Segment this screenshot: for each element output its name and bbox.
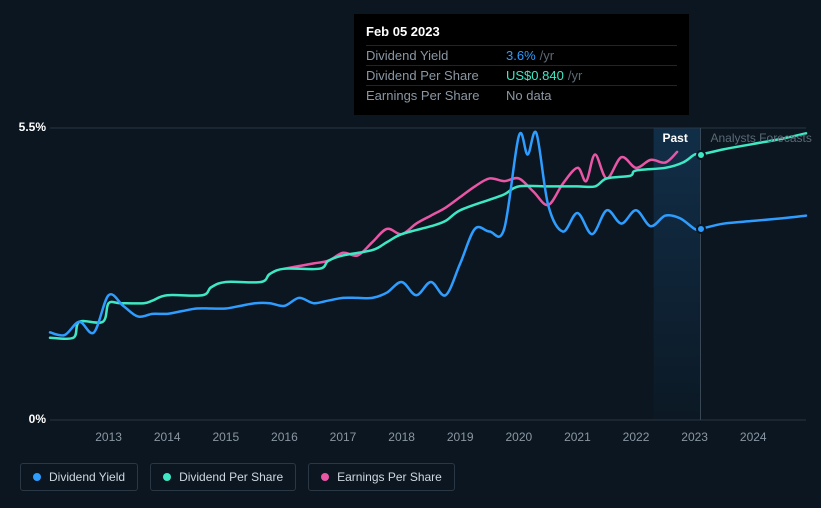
x-axis-tick: 2021: [564, 430, 591, 444]
tooltip-row-value: US$0.840: [506, 68, 564, 83]
past-label: Past: [663, 131, 688, 145]
legend-dot-icon: [321, 473, 329, 481]
tooltip-row-value: 3.6%: [506, 48, 536, 63]
tooltip-row-label: Dividend Yield: [366, 48, 506, 63]
y-axis-label: 5.5%: [19, 120, 46, 134]
tooltip-row-unit: /yr: [568, 68, 582, 83]
x-axis-tick: 2015: [212, 430, 239, 444]
chart-marker-dividend_per_share: [696, 150, 706, 160]
x-axis-tick: 2022: [623, 430, 650, 444]
legend-label: Earnings Per Share: [337, 470, 442, 484]
chart-tooltip: Feb 05 2023 Dividend Yield3.6%/yrDividen…: [354, 14, 689, 115]
legend-item-dividend-yield[interactable]: Dividend Yield: [20, 463, 138, 491]
x-axis-tick: 2024: [740, 430, 767, 444]
tooltip-row: Dividend Yield3.6% /yr: [366, 45, 677, 65]
chart-legend: Dividend Yield Dividend Per Share Earnings…: [20, 463, 455, 491]
legend-label: Dividend Yield: [49, 470, 125, 484]
tooltip-row-unit: /yr: [540, 48, 554, 63]
x-axis-tick: 2017: [330, 430, 357, 444]
x-axis-tick: 2013: [95, 430, 122, 444]
legend-item-earnings-per-share[interactable]: Earnings Per Share: [308, 463, 455, 491]
x-axis-tick: 2014: [154, 430, 181, 444]
plot-area[interactable]: [50, 128, 806, 420]
forecast-label: Analysts Forecasts: [711, 131, 812, 145]
chart-marker-dividend_yield: [696, 224, 706, 234]
x-axis-tick: 2023: [681, 430, 708, 444]
legend-item-dividend-per-share[interactable]: Dividend Per Share: [150, 463, 296, 491]
y-axis-label: 0%: [29, 412, 46, 426]
legend-dot-icon: [33, 473, 41, 481]
legend-label: Dividend Per Share: [179, 470, 283, 484]
tooltip-date: Feb 05 2023: [366, 24, 677, 45]
x-axis-tick: 2016: [271, 430, 298, 444]
tooltip-row-label: Earnings Per Share: [366, 88, 506, 103]
x-axis-tick: 2019: [447, 430, 474, 444]
x-axis-tick: 2018: [388, 430, 415, 444]
dividend-chart-container: Feb 05 2023 Dividend Yield3.6%/yrDividen…: [0, 0, 821, 508]
series-line-earnings_per_share: [284, 152, 677, 269]
legend-dot-icon: [163, 473, 171, 481]
tooltip-row: Earnings Per ShareNo data: [366, 85, 677, 105]
tooltip-row-value: No data: [506, 88, 552, 103]
x-axis-tick: 2020: [505, 430, 532, 444]
tooltip-row: Dividend Per ShareUS$0.840/yr: [366, 65, 677, 85]
tooltip-row-label: Dividend Per Share: [366, 68, 506, 83]
chart-svg: [50, 128, 806, 420]
